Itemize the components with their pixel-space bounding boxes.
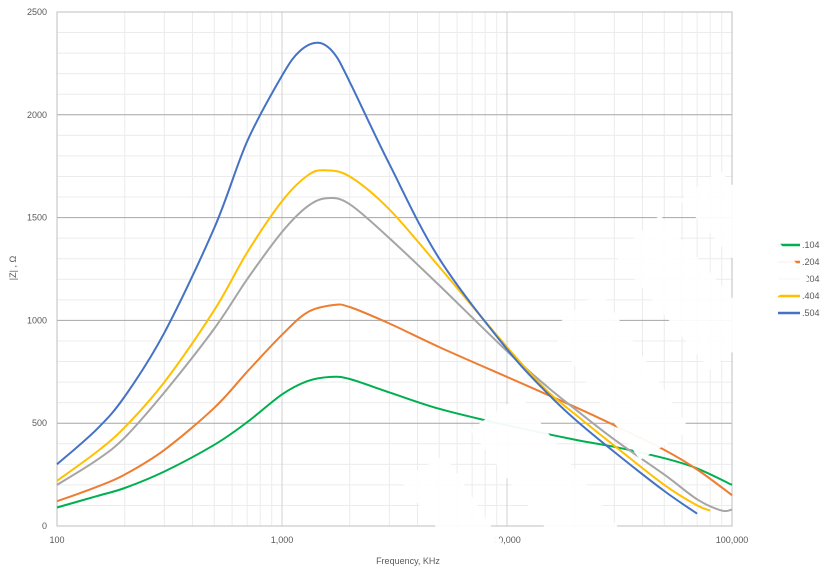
- series-line-404: [56, 169, 711, 512]
- legend-label: .504: [802, 308, 820, 318]
- plot-area: [57, 12, 732, 526]
- legend-label: .204: [802, 257, 820, 267]
- x-tick-label: 100: [49, 535, 64, 545]
- legend-label: .304: [802, 274, 820, 284]
- series-line-504: [56, 41, 698, 515]
- series-lines: [56, 41, 733, 515]
- x-axis-title: Frequency, KHz: [376, 556, 440, 566]
- y-tick-label: 1500: [27, 213, 47, 223]
- y-tick-labels: 0 500 1000 1500 2000 2500: [27, 7, 47, 531]
- x-tick-label: 10,000: [493, 535, 521, 545]
- x-tick-labels: 100 1,000 10,000 100,000: [49, 535, 748, 545]
- y-tick-label: 1000: [27, 315, 47, 325]
- legend-label: .404: [802, 291, 820, 301]
- y-tick-label: 500: [32, 418, 47, 428]
- x-tick-label: 100,000: [716, 535, 749, 545]
- series-line-204: [56, 303, 733, 503]
- y-axis-title: |Z| , Ω: [8, 256, 18, 281]
- series-line-304: [56, 196, 733, 513]
- plot-border: [56, 11, 733, 527]
- y-tick-label: 2000: [27, 110, 47, 120]
- y-tick-label: 0: [42, 521, 47, 531]
- watermark: [400, 170, 810, 571]
- y-tick-label: 2500: [27, 7, 47, 17]
- x-tick-label: 1,000: [271, 535, 294, 545]
- legend-label: .104: [802, 240, 820, 250]
